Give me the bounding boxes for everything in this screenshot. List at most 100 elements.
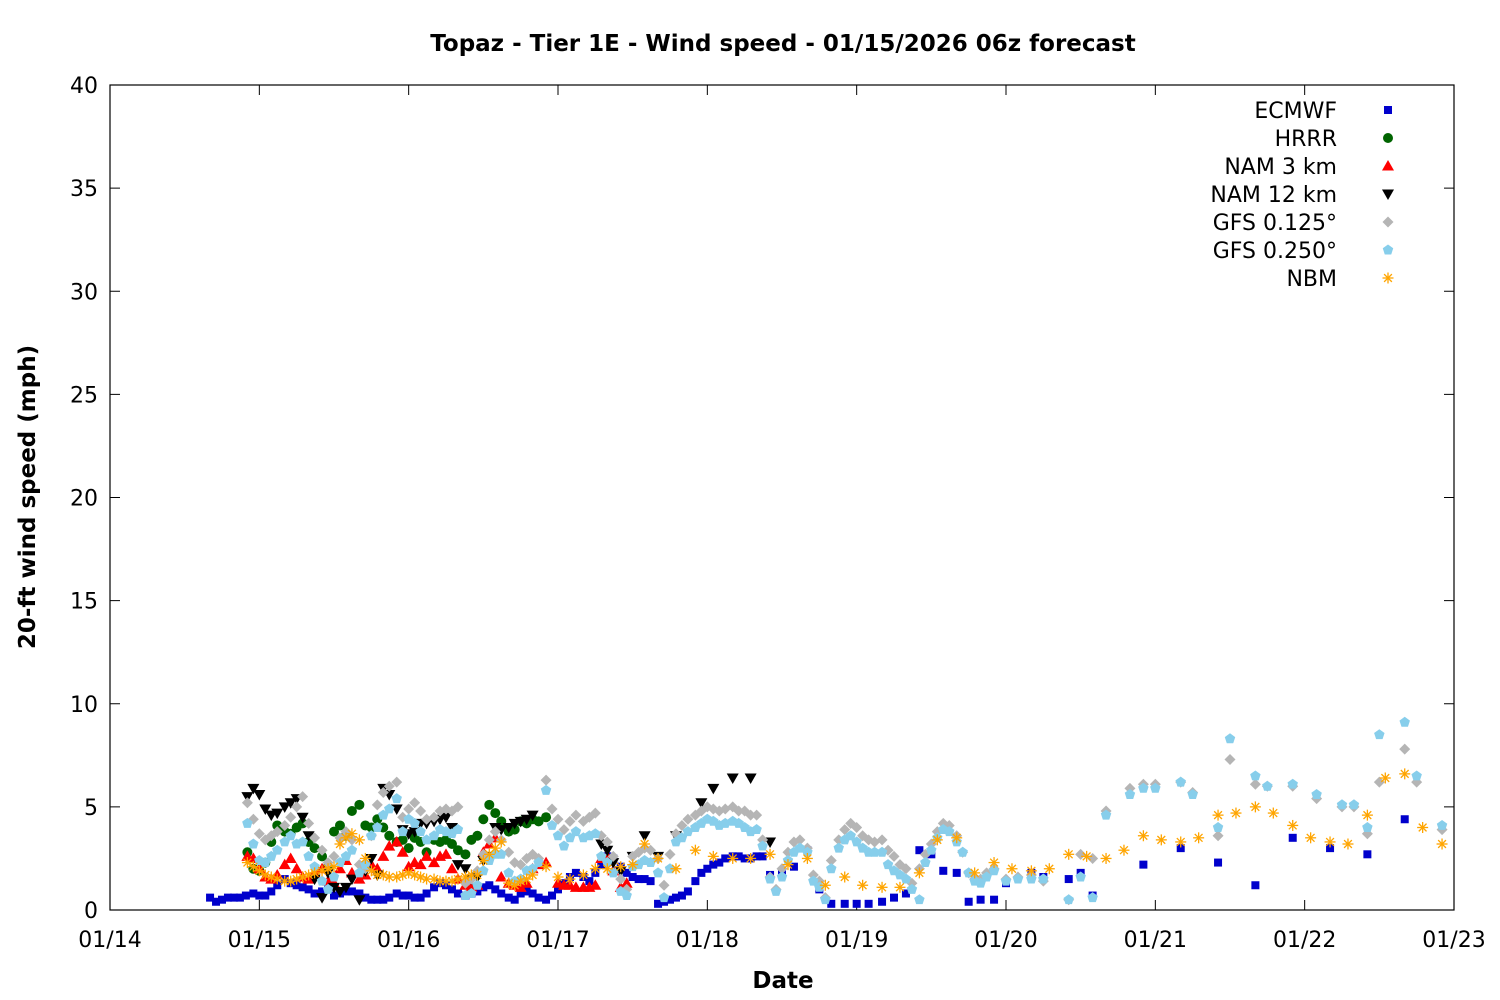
point-gfs-0-250: [540, 784, 552, 795]
point-nbm: [577, 869, 589, 881]
point-gfs-0-250: [1311, 789, 1322, 799]
point-ecmwf: [697, 868, 706, 877]
point-hrrr: [533, 816, 544, 827]
legend-marker: [1383, 133, 1393, 143]
point-gfs-0-250: [366, 830, 377, 841]
point-nam-3-km: [428, 856, 441, 868]
y-tick-label: 20: [70, 487, 98, 512]
point-gfs-0-250: [503, 867, 514, 878]
point-gfs-0-125: [328, 850, 340, 862]
point-gfs-0-125: [383, 780, 395, 792]
point-nam-3-km: [290, 862, 303, 874]
point-nbm: [894, 881, 906, 893]
point-ecmwf: [330, 891, 338, 900]
point-gfs-0-250: [851, 836, 862, 847]
point-gfs-0-250: [372, 822, 383, 832]
point-ecmwf: [715, 858, 724, 867]
point-nbm: [707, 850, 719, 862]
legend-marker: [1382, 244, 1394, 255]
point-gfs-0-250: [1362, 822, 1373, 832]
point-gfs-0-125: [664, 848, 676, 860]
legend: ECMWF HRRR NAM 3 km NAM 12 km GFS 0.125° GFS …: [1210, 99, 1394, 292]
series-gfs-0-250: [242, 716, 1448, 905]
point-nbm: [1212, 809, 1224, 821]
point-nbm: [839, 871, 851, 883]
point-nam-12-km: [695, 798, 708, 809]
point-gfs-0-250: [802, 846, 813, 857]
point-nbm: [782, 859, 794, 871]
point-gfs-0-250: [452, 824, 464, 835]
point-gfs-0-125: [503, 846, 515, 858]
point-ecmwf: [683, 887, 692, 896]
point-nam-12-km: [353, 895, 366, 906]
point-ecmwf: [878, 897, 887, 906]
point-nbm: [483, 848, 495, 860]
point-gfs-0-125: [483, 834, 495, 846]
point-gfs-0-125: [851, 822, 863, 833]
point-ecmwf: [646, 877, 655, 886]
point-ecmwf: [1326, 844, 1335, 853]
legend-marker: [1382, 272, 1394, 284]
y-tick-label: 25: [70, 383, 98, 408]
point-nbm: [969, 867, 981, 879]
point-nbm: [1305, 832, 1317, 844]
x-tick-label: 01/20: [974, 928, 1037, 953]
point-gfs-0-125: [888, 850, 900, 862]
point-ecmwf: [548, 891, 557, 900]
point-ecmwf: [789, 862, 798, 871]
point-nbm: [589, 863, 601, 875]
point-nbm: [495, 836, 507, 848]
point-ecmwf: [827, 899, 836, 908]
point-nam-12-km: [459, 864, 472, 875]
point-gfs-0-250: [533, 857, 544, 868]
point-nbm: [1342, 838, 1354, 850]
point-nam-3-km: [390, 835, 403, 847]
point-ecmwf: [430, 883, 439, 892]
legend-marker: [1384, 106, 1392, 114]
point-gfs-0-125: [1249, 778, 1261, 790]
point-gfs-0-125: [546, 803, 558, 815]
point-gfs-0-250: [944, 826, 955, 837]
point-ecmwf: [347, 887, 356, 896]
point-gfs-0-250: [478, 865, 489, 876]
point-gfs-0-250: [1150, 782, 1161, 793]
point-nbm: [340, 832, 352, 844]
point-gfs-0-250: [869, 846, 880, 857]
point-nbm: [1063, 848, 1075, 860]
point-gfs-0-125: [794, 834, 806, 846]
point-gfs-0-125: [1373, 776, 1385, 788]
point-hrrr: [403, 843, 414, 854]
point-ecmwf: [241, 891, 250, 900]
data-points: [206, 716, 1448, 908]
point-gfs-0-250: [1087, 892, 1098, 903]
point-nam-12-km: [440, 812, 452, 824]
x-tick-label: 01/18: [676, 928, 739, 953]
point-gfs-0-250: [1000, 875, 1012, 886]
point-ecmwf: [522, 887, 531, 896]
point-nam-12-km: [333, 886, 346, 898]
point-ecmwf: [416, 893, 425, 902]
point-gfs-0-125: [271, 826, 283, 838]
point-ecmwf: [379, 895, 388, 904]
point-ecmwf: [373, 895, 382, 904]
point-ecmwf: [422, 889, 431, 898]
y-tick-label: 0: [84, 899, 98, 924]
point-gfs-0-250: [415, 826, 426, 837]
point-gfs-0-250: [682, 826, 694, 837]
point-nbm: [564, 873, 576, 885]
point-nbm: [615, 861, 627, 873]
point-ecmwf: [318, 887, 327, 896]
y-tick-label: 30: [70, 280, 98, 305]
point-nbm: [1025, 865, 1037, 877]
point-nam-12-km: [495, 825, 508, 836]
point-hrrr: [460, 849, 471, 860]
point-ecmwf: [571, 868, 580, 877]
point-gfs-0-125: [1087, 852, 1099, 864]
axes: 0 5 10 15 20 25 30 35 40 01/14 01/15 01/16 01/17 01/1…: [70, 74, 1486, 953]
x-tick-label: 01/17: [526, 928, 589, 953]
point-nbm: [1436, 838, 1448, 850]
point-nbm: [1379, 772, 1391, 784]
point-gfs-0-250: [1411, 770, 1422, 781]
point-nbm: [689, 844, 701, 856]
point-nbm: [346, 828, 358, 840]
